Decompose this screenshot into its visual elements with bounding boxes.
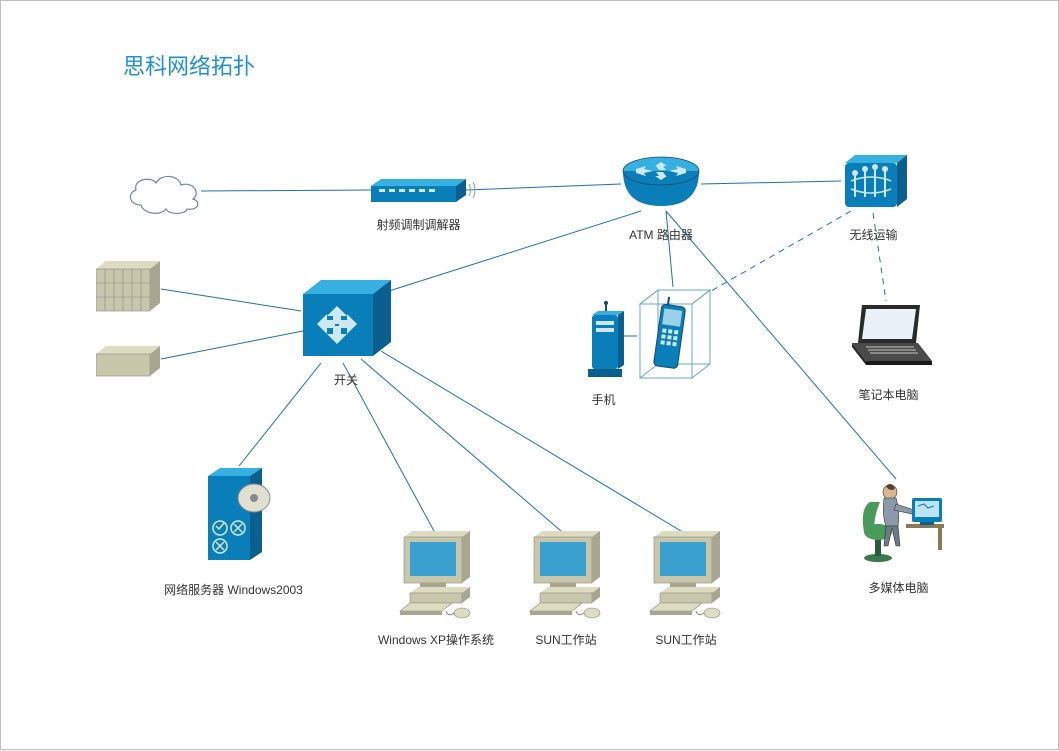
- atm-router-node: [621, 156, 706, 219]
- edge-rack-switch: [161, 289, 301, 311]
- wireless-label: 无线运输: [849, 226, 897, 243]
- edge-switch-sun1: [361, 359, 561, 531]
- edge-cloud-rf_modem: [201, 190, 371, 191]
- sun2-label: SUN工作站: [655, 631, 716, 648]
- sun1-label: SUN工作站: [535, 631, 596, 648]
- multimedia-node: [856, 476, 946, 571]
- atm-router-label: ATM 路由器: [629, 226, 693, 243]
- edge-beige_box-switch: [161, 331, 303, 359]
- pc-xp-node: [396, 531, 486, 628]
- sun1-node: [526, 531, 616, 628]
- multimedia-label: 多媒体电脑: [868, 579, 928, 596]
- cloud-node: [121, 171, 206, 221]
- pc-xp-label: Windows XP操作系统: [378, 631, 494, 648]
- edge-switch-server: [239, 363, 321, 466]
- diagram-canvas: 思科网络拓扑 射频调制调解器: [0, 0, 1059, 750]
- switch-label: 开关: [334, 371, 358, 388]
- laptop-node: [846, 301, 936, 376]
- beige-box-node: [96, 346, 166, 385]
- rack-node: [96, 261, 166, 321]
- sun2-node: [646, 531, 736, 628]
- phone-cage-node: [636, 286, 716, 391]
- server-label: 网络服务器 Windows2003: [164, 581, 303, 598]
- diagram-title: 思科网络拓扑: [123, 49, 255, 81]
- switch-node: [301, 276, 397, 371]
- phone-base-node: [586, 301, 626, 386]
- phone-base-label: 手机: [591, 391, 615, 408]
- wireless-node: [841, 151, 911, 218]
- edge-wireless-phone_cage: [711, 211, 851, 291]
- rf-modem-node: [371, 176, 481, 217]
- edge-rf_modem-atm_router: [466, 184, 621, 190]
- edge-atm_router-phone_cage: [666, 211, 673, 287]
- edge-switch-pc_xp: [343, 363, 434, 531]
- laptop-label: 笔记本电脑: [858, 386, 918, 403]
- edge-atm_router-wireless: [701, 181, 841, 184]
- server-node: [206, 466, 281, 571]
- rf-modem-label: 射频调制调解器: [376, 216, 460, 233]
